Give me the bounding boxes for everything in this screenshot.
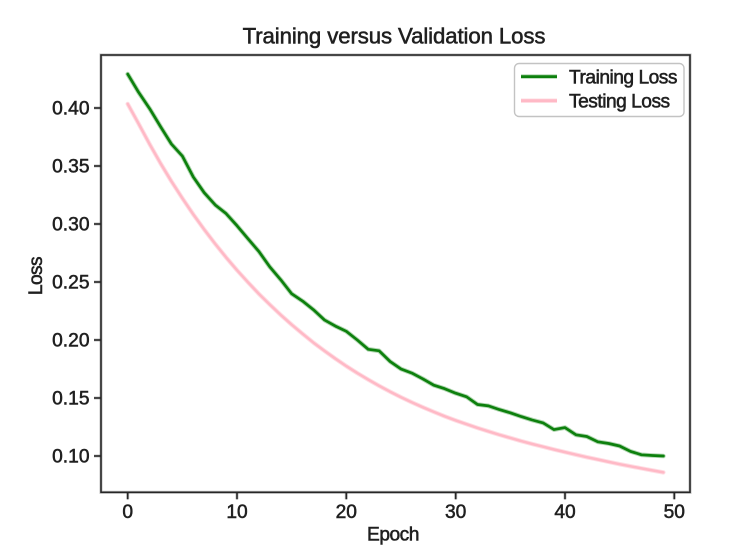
svg-text:50: 50 (664, 502, 685, 523)
svg-text:20: 20 (336, 502, 357, 523)
svg-text:40: 40 (554, 502, 575, 523)
svg-text:Training versus Validation Los: Training versus Validation Loss (243, 23, 546, 48)
svg-text:0.30: 0.30 (52, 215, 89, 236)
svg-text:Training Loss: Training Loss (569, 67, 677, 88)
svg-text:0.40: 0.40 (52, 99, 89, 120)
svg-text:0.35: 0.35 (52, 157, 89, 178)
svg-text:10: 10 (226, 502, 247, 523)
svg-text:30: 30 (445, 502, 466, 523)
svg-text:0.20: 0.20 (52, 331, 89, 352)
svg-text:0: 0 (122, 502, 133, 523)
svg-text:Loss: Loss (26, 257, 47, 295)
svg-text:0.25: 0.25 (52, 273, 89, 294)
svg-text:0.10: 0.10 (52, 447, 89, 468)
svg-text:Testing Loss: Testing Loss (569, 91, 670, 112)
svg-text:0.15: 0.15 (52, 389, 89, 410)
svg-text:Epoch: Epoch (367, 525, 419, 546)
